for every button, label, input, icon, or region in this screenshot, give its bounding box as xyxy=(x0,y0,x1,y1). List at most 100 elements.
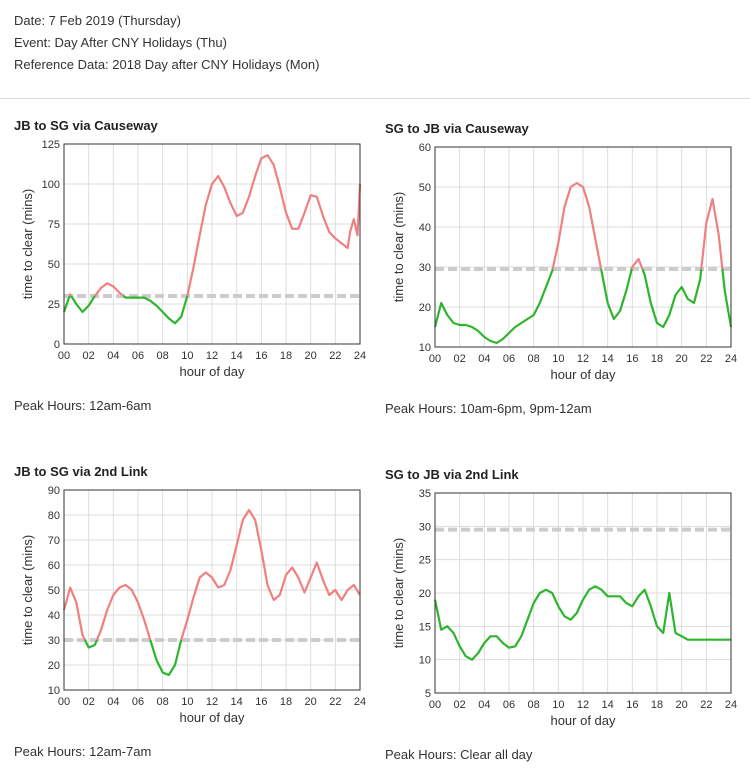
chart-title: SG to JB via 2nd Link xyxy=(385,467,519,482)
plot-frame xyxy=(63,489,361,691)
x-axis-label: hour of day xyxy=(179,710,245,725)
x-tick-label: 22 xyxy=(329,696,341,708)
y-tick-label: 60 xyxy=(48,560,60,572)
chart-sg-jb-2nd-link: SG to JB via 2nd Link 5 10 15 20 25 30 35 00 02 0… xyxy=(385,467,745,767)
x-tick-label: 22 xyxy=(700,699,712,711)
y-tick-label: 10 xyxy=(419,655,431,667)
chart-title: JB to SG via Causeway xyxy=(14,118,158,133)
x-tick-label: 24 xyxy=(725,353,737,365)
x-axis-label: hour of day xyxy=(179,364,245,379)
y-tick-label: 50 xyxy=(419,182,431,194)
x-tick-label: 10 xyxy=(181,350,193,362)
x-tick-label: 18 xyxy=(651,699,663,711)
chart-svg: 10 20 30 40 50 60 70 80 90 00 02 04 06 08 10 12 14 16 18 20… xyxy=(20,485,366,725)
y-axis-label: time to clear (mins) xyxy=(391,192,406,303)
peak-hours: Peak Hours: 12am-7am xyxy=(14,744,152,759)
x-tick-label: 08 xyxy=(157,350,169,362)
series-segment-below xyxy=(84,639,98,649)
x-tick-label: 02 xyxy=(83,696,95,708)
x-tick-label: 18 xyxy=(651,353,663,365)
y-tick-label: 10 xyxy=(419,342,431,354)
x-tick-label: 14 xyxy=(231,696,243,708)
series-segment-above xyxy=(551,181,603,270)
series-segment-below xyxy=(70,295,96,314)
gridlines xyxy=(63,143,361,345)
series-segment-below xyxy=(433,585,731,661)
x-tick-label: 00 xyxy=(429,699,441,711)
x-tick-label: 12 xyxy=(577,353,589,365)
y-tick-label: 80 xyxy=(48,510,60,522)
x-tick-label: 22 xyxy=(700,353,712,365)
x-tick-label: 06 xyxy=(503,699,515,711)
x-tick-label: 16 xyxy=(255,696,267,708)
gridlines xyxy=(63,489,361,691)
series-segment-above xyxy=(700,197,724,270)
x-tick-label: 20 xyxy=(676,699,688,711)
x-tick-label: 08 xyxy=(157,696,169,708)
x-tick-label: 10 xyxy=(181,696,193,708)
x-tick-label: 16 xyxy=(626,353,638,365)
y-tick-label: 0 xyxy=(54,339,60,351)
y-tick-label: 25 xyxy=(48,299,60,311)
series-segment-above xyxy=(186,154,362,297)
x-tick-label: 10 xyxy=(552,353,564,365)
series-segment-below xyxy=(721,268,733,328)
plot-frame xyxy=(434,492,732,694)
x-tick-label: 12 xyxy=(206,350,218,362)
y-tick-label: 10 xyxy=(48,685,60,697)
x-tick-label: 16 xyxy=(255,350,267,362)
chart-svg: 10 20 30 40 50 60 00 02 04 06 08 10 12 14 16 18 20 22 24 ho… xyxy=(391,142,737,382)
date-line: Date: 7 Feb 2019 (Thursday) xyxy=(14,13,181,28)
y-tick-label: 30 xyxy=(419,521,431,533)
x-tick-label: 04 xyxy=(478,353,490,365)
x-tick-label: 02 xyxy=(454,353,466,365)
x-tick-label: 00 xyxy=(58,696,70,708)
x-tick-label: 14 xyxy=(231,350,243,362)
y-tick-label: 35 xyxy=(419,488,431,500)
series-segment-below xyxy=(641,268,703,329)
series-segment-above xyxy=(93,282,125,297)
y-tick-label: 100 xyxy=(42,179,60,191)
x-tick-label: 04 xyxy=(107,696,119,708)
series-segment-below xyxy=(149,639,183,677)
chart-svg: 0 25 50 75 100 125 00 02 04 06 08 10 12 14 16 18 20 22 24 h… xyxy=(20,139,366,379)
y-tick-label: 20 xyxy=(419,588,431,600)
series-segment-below xyxy=(600,268,633,321)
plot-frame xyxy=(434,146,732,348)
report-header: Date: 7 Feb 2019 (Thursday) Event: Day A… xyxy=(14,10,319,76)
x-tick-label: 04 xyxy=(478,699,490,711)
chart-jb-sg-causeway: JB to SG via Causeway 0 25 50 75 100 125 00 02 0… xyxy=(14,118,374,418)
x-tick-label: 18 xyxy=(280,350,292,362)
x-tick-label: 20 xyxy=(676,353,688,365)
y-tick-label: 125 xyxy=(42,139,60,151)
y-axis-label: time to clear (mins) xyxy=(391,538,406,649)
x-tick-label: 04 xyxy=(107,350,119,362)
chart-title: JB to SG via 2nd Link xyxy=(14,464,148,479)
x-tick-label: 00 xyxy=(58,350,70,362)
y-tick-label: 40 xyxy=(48,610,60,622)
y-tick-label: 15 xyxy=(419,621,431,633)
x-tick-label: 02 xyxy=(83,350,95,362)
x-tick-label: 12 xyxy=(206,696,218,708)
y-tick-label: 20 xyxy=(419,302,431,314)
chart-jb-sg-2nd-link: JB to SG via 2nd Link 10 20 30 40 50 60 70 80 90… xyxy=(14,464,374,764)
series-segment-above xyxy=(68,293,73,297)
y-tick-label: 75 xyxy=(48,219,60,231)
series-line xyxy=(433,585,731,661)
x-tick-label: 06 xyxy=(132,350,144,362)
series-segment-above xyxy=(95,583,152,641)
reference-line: Reference Data: 2018 Day after CNY Holid… xyxy=(14,57,320,72)
y-tick-label: 20 xyxy=(48,660,60,672)
x-tick-label: 24 xyxy=(354,696,366,708)
peak-hours: Peak Hours: Clear all day xyxy=(385,747,533,762)
x-tick-label: 24 xyxy=(354,350,366,362)
plot-frame xyxy=(63,143,361,345)
y-tick-label: 50 xyxy=(48,259,60,271)
x-tick-label: 08 xyxy=(528,353,540,365)
y-axis-label: time to clear (mins) xyxy=(20,189,35,300)
series-segment-below xyxy=(122,295,189,325)
x-tick-label: 10 xyxy=(552,699,564,711)
x-tick-label: 22 xyxy=(329,350,341,362)
series-segment-below xyxy=(62,295,71,313)
y-tick-label: 40 xyxy=(419,222,431,234)
